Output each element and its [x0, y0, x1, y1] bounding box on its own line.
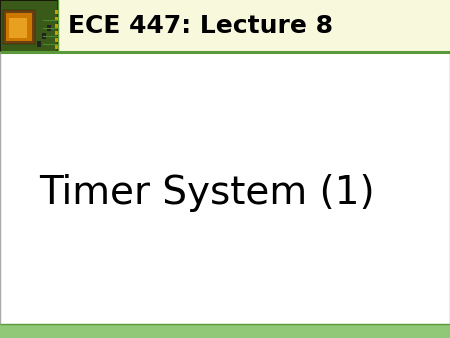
Text: Timer System (1): Timer System (1)	[39, 174, 375, 213]
Bar	[3, 10, 35, 44]
Bar	[9, 18, 27, 38]
Bar	[6, 13, 32, 41]
Bar	[55, 24, 58, 28]
Bar	[55, 17, 58, 21]
Bar	[1, 1, 57, 51]
Bar	[47, 25, 51, 31]
Text: ECE 447: Lecture 8: ECE 447: Lecture 8	[68, 14, 333, 38]
Bar	[0, 0, 58, 52]
Bar	[55, 31, 58, 35]
Bar	[0, 324, 450, 338]
Bar	[55, 38, 58, 42]
Bar	[0, 0, 450, 52]
Bar	[55, 10, 58, 14]
Bar	[37, 41, 41, 47]
Bar	[42, 33, 46, 39]
Bar	[55, 45, 58, 49]
